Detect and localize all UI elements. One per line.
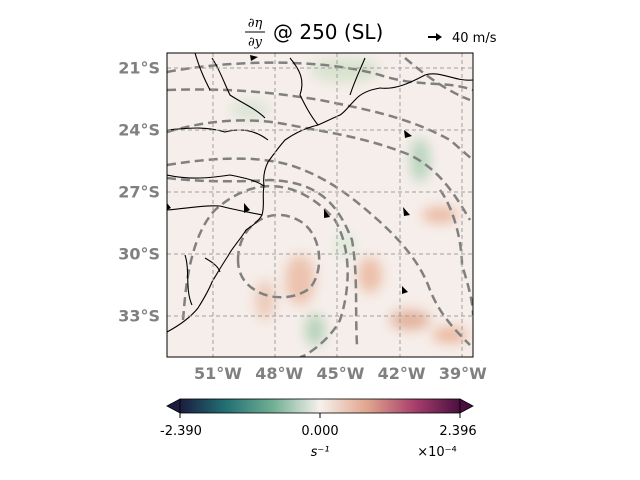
x-tick-label: 39°W	[439, 364, 487, 383]
colorbar-max-extend	[459, 398, 474, 414]
colorbar: -2.390 0.000 2.396 s⁻¹ ×10⁻⁴	[160, 398, 477, 460]
contour-line	[404, 57, 471, 102]
chart-title: ∂η ∂y @ 250 (SL)	[245, 16, 383, 50]
y-tick-labels: 21°S 24°S 27°S 30°S 33°S	[118, 59, 160, 326]
title-denominator: ∂y	[248, 35, 263, 50]
y-tick-label: 27°S	[118, 183, 160, 202]
colorbar-min-extend	[166, 398, 181, 414]
gridlines	[167, 53, 473, 357]
contour-line	[181, 185, 349, 357]
x-tick-labels: 51°W 48°W 45°W 42°W 39°W	[194, 364, 487, 383]
contour-line	[167, 176, 359, 346]
wind-vector	[250, 55, 258, 61]
contour-line	[167, 157, 471, 346]
colorbar-scale: ×10⁻⁴	[417, 445, 457, 460]
colorbar-tick-label: 2.396	[439, 424, 476, 439]
map-frame	[166, 52, 474, 358]
contour-lines	[167, 57, 473, 357]
x-tick-label: 42°W	[378, 364, 426, 383]
colorbar-unit: s⁻¹	[311, 445, 330, 460]
state-border	[167, 205, 263, 216]
colorbar-tick-label: -2.390	[160, 424, 202, 439]
quiver-key: 40 m/s	[428, 31, 497, 46]
contour-line	[438, 189, 473, 316]
colorbar-tick-label: 0.000	[301, 424, 338, 439]
wind-vector	[244, 203, 250, 213]
contour-line	[167, 88, 473, 161]
y-tick-label: 30°S	[118, 245, 160, 264]
state-border	[167, 174, 265, 187]
wind-vectors	[167, 55, 412, 294]
lagoon	[204, 257, 221, 273]
title-numerator: ∂η	[248, 16, 263, 31]
map-panel	[167, 53, 473, 357]
contour-line	[236, 213, 321, 299]
x-tick-label: 51°W	[194, 364, 242, 383]
title-text: @ 250 (SL)	[273, 20, 383, 44]
x-tick-label: 48°W	[255, 364, 303, 383]
y-tick-label: 24°S	[118, 121, 160, 140]
colorbar-bar	[179, 398, 461, 414]
y-tick-label: 21°S	[118, 59, 160, 78]
contour-line	[167, 119, 472, 221]
wind-vector	[402, 286, 408, 294]
country-border	[184, 254, 193, 306]
state-border	[349, 57, 366, 96]
wind-vector	[403, 207, 410, 216]
state-border	[211, 57, 266, 119]
quiver-key-arrowhead	[436, 33, 442, 41]
wind-vector	[167, 203, 171, 210]
x-tick-label: 45°W	[316, 364, 364, 383]
state-border	[167, 127, 269, 141]
wind-vector	[324, 209, 330, 218]
wind-vector	[404, 130, 412, 138]
quiver-key-label: 40 m/s	[452, 31, 497, 46]
coastline	[167, 73, 473, 333]
state-border	[289, 57, 319, 126]
coastlines	[167, 53, 473, 333]
y-tick-label: 33°S	[118, 307, 160, 326]
state-border	[194, 53, 211, 91]
